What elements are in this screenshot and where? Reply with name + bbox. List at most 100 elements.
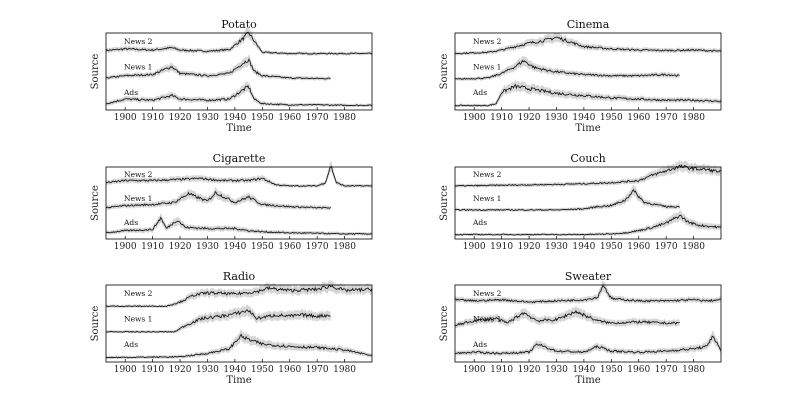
x-tick-label: 1980: [333, 365, 356, 375]
x-tick-label: 1970: [655, 242, 678, 252]
y-axis-label: Source: [439, 185, 450, 221]
x-tick-label: 1930: [545, 113, 568, 123]
series-line: [454, 335, 722, 355]
plot-frame: [105, 166, 373, 240]
series-label: News 2: [124, 289, 153, 298]
series-band: [106, 304, 331, 334]
x-tick-label: 1940: [223, 365, 246, 375]
x-tick-label: 1950: [600, 113, 623, 123]
series-band: [106, 187, 331, 211]
plot-frame: [105, 32, 373, 111]
plot-frame: [105, 284, 373, 363]
panel-title: Potato: [221, 18, 257, 31]
series-label: News 1: [124, 63, 152, 72]
x-tick-label: 1970: [655, 365, 678, 375]
x-tick-label: 1930: [196, 365, 219, 375]
series-line: [105, 31, 372, 55]
series-band: [106, 161, 372, 188]
x-axis-label: Time: [226, 375, 251, 386]
series-line: [454, 36, 722, 55]
x-tick-label: 1930: [196, 242, 219, 252]
x-tick-label: 1930: [545, 242, 568, 252]
x-tick-label: 1910: [141, 113, 164, 123]
x-tick-label: 1920: [169, 113, 192, 123]
x-tick-label: 1930: [196, 113, 219, 123]
x-tick-label: 1900: [463, 242, 486, 252]
panel-title: Cinema: [567, 18, 610, 31]
series-line: [454, 309, 680, 327]
y-axis-label: Source: [90, 185, 101, 221]
x-tick-label: 1950: [600, 242, 623, 252]
x-tick-label: 1940: [223, 242, 246, 252]
series-label: Ads: [472, 88, 487, 97]
plot-frame: [454, 32, 722, 111]
series-line: [454, 83, 722, 107]
x-tick-label: 1950: [251, 242, 274, 252]
plot-frame: [454, 284, 722, 363]
series-line: [105, 309, 331, 333]
x-tick-label: 1910: [141, 242, 164, 252]
panel-cigarette: Cigarette News 2 News 1 Ads 1900 1910 1920 1930…: [90, 152, 373, 252]
series-line: [454, 188, 680, 212]
series-label: News 2: [473, 289, 502, 298]
series-line: [454, 214, 722, 236]
series-line: [105, 190, 331, 210]
series-label: News 2: [124, 37, 153, 46]
series-band: [455, 79, 721, 107]
y-axis-label: Source: [90, 306, 101, 342]
series-line: [105, 165, 373, 187]
x-tick-label: 1960: [278, 365, 301, 375]
x-tick-label: 1980: [682, 113, 705, 123]
x-tick-label: 1900: [114, 242, 137, 252]
series-label: News 2: [473, 37, 502, 46]
x-tick-label: 1900: [463, 365, 486, 375]
series-label: Ads: [123, 88, 138, 97]
series-band: [455, 210, 721, 236]
x-tick-label: 1940: [572, 242, 595, 252]
x-tick-label: 1900: [114, 365, 137, 375]
series-line: [105, 284, 373, 308]
x-tick-label: 1920: [169, 242, 192, 252]
x-tick-label: 1940: [572, 113, 595, 123]
x-tick-label: 1970: [655, 113, 678, 123]
series-label: Ads: [123, 340, 138, 349]
x-tick-label: 1920: [169, 365, 192, 375]
x-tick-label: 1980: [333, 242, 356, 252]
x-axis-label: Time: [226, 123, 251, 134]
x-tick-label: 1960: [627, 113, 650, 123]
series-band: [106, 329, 372, 359]
x-tick-label: 1960: [278, 113, 301, 123]
x-tick-label: 1900: [463, 113, 486, 123]
series-line: [105, 85, 373, 107]
series-label: News 2: [124, 170, 153, 179]
x-tick-label: 1980: [682, 365, 705, 375]
x-tick-label: 1900: [114, 113, 137, 123]
series-label: News 2: [473, 170, 502, 179]
x-tick-label: 1980: [333, 113, 356, 123]
x-tick-label: 1950: [600, 365, 623, 375]
x-tick-label: 1970: [306, 365, 329, 375]
x-axis-label: Time: [575, 123, 600, 134]
series-band: [455, 330, 721, 357]
x-tick-label: 1910: [490, 365, 513, 375]
series-label: Ads: [123, 218, 138, 227]
x-tick-label: 1910: [141, 365, 164, 375]
x-tick-label: 1970: [306, 242, 329, 252]
x-tick-label: 1950: [251, 113, 274, 123]
x-tick-label: 1960: [627, 242, 650, 252]
x-axis-label: Time: [575, 375, 600, 386]
panel-title: Cigarette: [213, 152, 266, 165]
series-line: [454, 59, 680, 80]
x-tick-label: 1940: [223, 113, 246, 123]
x-tick-label: 1920: [518, 113, 541, 123]
series-label: News 1: [124, 194, 152, 203]
series-band: [455, 55, 680, 82]
x-tick-label: 1910: [490, 113, 513, 123]
series-label: News 1: [124, 315, 152, 324]
series-line: [105, 216, 373, 236]
y-axis-label: Source: [90, 54, 101, 90]
x-tick-label: 1920: [518, 365, 541, 375]
x-tick-label: 1910: [490, 242, 513, 252]
series-label: News 1: [473, 315, 501, 324]
